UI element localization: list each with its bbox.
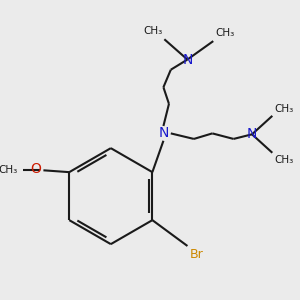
Text: CH₃: CH₃	[0, 165, 18, 175]
Text: CH₃: CH₃	[274, 154, 293, 165]
Text: N: N	[247, 127, 257, 141]
Text: CH₃: CH₃	[143, 26, 163, 37]
Text: N: N	[158, 126, 169, 140]
Text: CH₃: CH₃	[215, 28, 234, 38]
Text: N: N	[182, 52, 193, 67]
Text: Br: Br	[190, 248, 204, 261]
Text: CH₃: CH₃	[274, 104, 293, 114]
Text: O: O	[31, 162, 42, 176]
